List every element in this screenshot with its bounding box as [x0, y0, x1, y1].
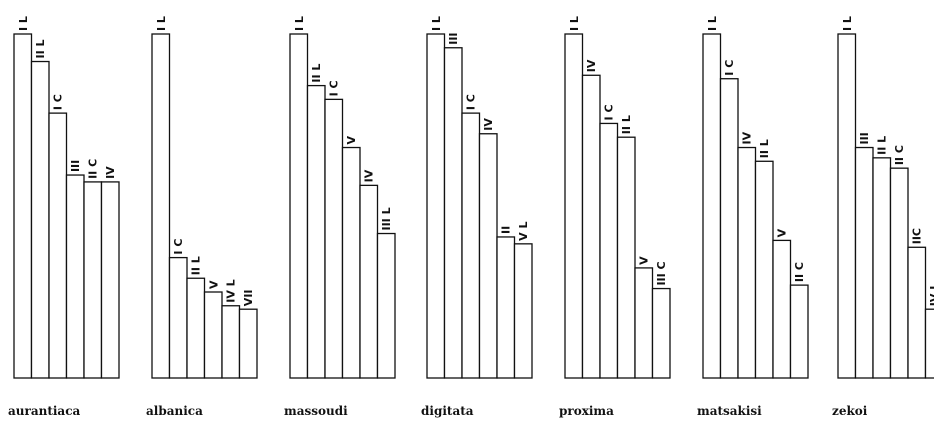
- panel-title-3: massoudi: [284, 404, 348, 418]
- bar-label-7-3: II L: [876, 136, 889, 155]
- bar-3-3: [324, 98, 344, 379]
- bar-label-3-3: I C: [328, 80, 341, 96]
- bar-label-6-5: V: [776, 228, 789, 237]
- chart-panel-3: I L II L I C V IV III L massoudi: [284, 16, 396, 418]
- bar-6-1: [702, 33, 722, 379]
- bar-7-4: [889, 167, 909, 379]
- bar-2-6: [238, 308, 258, 379]
- bar-1-1: [13, 33, 33, 379]
- bar-label-2-5: IV L: [225, 279, 238, 302]
- bar-5-3: [599, 122, 619, 379]
- panel-title-1: aurantiaca: [8, 404, 81, 418]
- bar-5-5: [634, 267, 654, 379]
- bar-label-1-6: IV: [104, 166, 117, 179]
- bar-2-5: [221, 305, 241, 379]
- bar-label-7-6: IV L: [928, 283, 934, 306]
- bar-label-5-3: I C: [603, 104, 616, 120]
- chart-panel-5: I L IV I C II L V III C proxima: [559, 16, 671, 418]
- bar-label-3-4: V: [345, 136, 358, 145]
- bar-label-4-5: II: [500, 226, 513, 234]
- bar-4-2: [443, 47, 463, 379]
- bar-label-4-4: IV: [482, 118, 495, 131]
- bar-4-4: [478, 133, 498, 379]
- bar-label-2-1: I L: [155, 16, 168, 31]
- bar-label-5-6: III C: [655, 261, 668, 285]
- bar-5-2: [581, 74, 601, 379]
- bar-label-1-1: I L: [17, 16, 30, 31]
- chart-panel-7: I L III II L II C IIC IV L zekoi: [832, 16, 934, 418]
- bar-label-3-6: III L: [380, 207, 393, 230]
- bar-1-4: [65, 174, 85, 379]
- bar-5-6: [651, 287, 671, 379]
- bar-2-4: [203, 291, 223, 379]
- bar-5-4: [616, 136, 636, 379]
- panel-title-2: albanica: [146, 404, 203, 418]
- bar-label-4-6: V L: [517, 221, 530, 240]
- bar-7-3: [872, 157, 892, 379]
- bar-label-6-3: IV: [741, 131, 754, 144]
- bar-2-1: [151, 33, 171, 379]
- bar-7-2: [854, 146, 874, 379]
- bar-3-5: [359, 184, 379, 379]
- panel-title-7: zekoi: [832, 404, 868, 418]
- bar-6-3: [737, 146, 757, 379]
- bar-2-2: [168, 256, 188, 379]
- bar-label-1-4: III: [69, 160, 82, 172]
- bar-label-7-4: II C: [893, 145, 906, 165]
- bar-label-3-2: II L: [310, 64, 323, 83]
- bar-label-4-3: I C: [465, 94, 478, 110]
- chart-panel-4: I L III I C IV II V L digitata: [421, 16, 533, 418]
- bar-6-5: [772, 239, 792, 379]
- bar-label-7-5: IIC: [911, 228, 924, 244]
- bar-label-5-5: V: [638, 256, 651, 265]
- bar-label-6-1: I L: [706, 16, 719, 31]
- bar-label-7-1: I L: [841, 16, 854, 31]
- bar-4-6: [513, 243, 533, 379]
- bar-6-6: [789, 284, 809, 379]
- chart-panel-2: I L I C II L V IV L VII albanica: [146, 16, 258, 418]
- bar-7-6: [924, 308, 934, 379]
- bar-label-5-1: I L: [568, 16, 581, 31]
- chart-panel-1: I L II L I C III II C IV aurantiaca: [8, 16, 120, 418]
- bar-label-6-4: II L: [758, 139, 771, 158]
- bar-label-1-3: I C: [52, 94, 65, 110]
- bar-1-6: [100, 181, 120, 379]
- bar-6-2: [719, 78, 739, 379]
- bar-label-4-2: III: [447, 32, 460, 44]
- bar-label-3-5: IV: [363, 169, 376, 182]
- panel-title-6: matsakisi: [697, 404, 762, 418]
- bar-1-3: [48, 112, 68, 379]
- bar-2-3: [186, 277, 206, 379]
- bar-label-5-4: II L: [620, 115, 633, 134]
- panel-title-4: digitata: [421, 404, 474, 418]
- bar-label-6-6: II C: [793, 262, 806, 282]
- bar-label-3-1: I L: [293, 16, 306, 31]
- bar-3-4: [341, 146, 361, 379]
- panel-title-5: proxima: [559, 404, 614, 418]
- bar-label-1-5: II C: [87, 159, 100, 179]
- bar-label-4-1: I L: [430, 16, 443, 31]
- bar-label-1-2: II L: [34, 39, 47, 58]
- bar-label-2-2: I C: [172, 239, 185, 255]
- bar-label-5-2: IV: [585, 59, 598, 72]
- bar-1-2: [30, 60, 50, 379]
- bar-4-1: [426, 33, 446, 379]
- bar-4-5: [496, 236, 516, 379]
- bar-label-6-2: I C: [723, 60, 736, 76]
- bar-label-2-4: V: [207, 280, 220, 289]
- bar-7-1: [837, 33, 857, 379]
- bar-5-1: [564, 33, 584, 379]
- bar-3-1: [289, 33, 309, 379]
- bar-3-6: [376, 232, 396, 379]
- bar-3-2: [306, 84, 326, 379]
- chart-panel-6: I L I C IV II L V II C matsakisi: [697, 16, 809, 418]
- bar-label-2-3: II L: [190, 256, 203, 275]
- bar-6-4: [754, 160, 774, 379]
- bar-4-3: [461, 112, 481, 379]
- bar-label-7-2: III: [858, 132, 871, 144]
- bar-7-5: [907, 246, 927, 379]
- bar-1-5: [83, 181, 103, 379]
- bar-label-2-6: VII: [242, 289, 255, 306]
